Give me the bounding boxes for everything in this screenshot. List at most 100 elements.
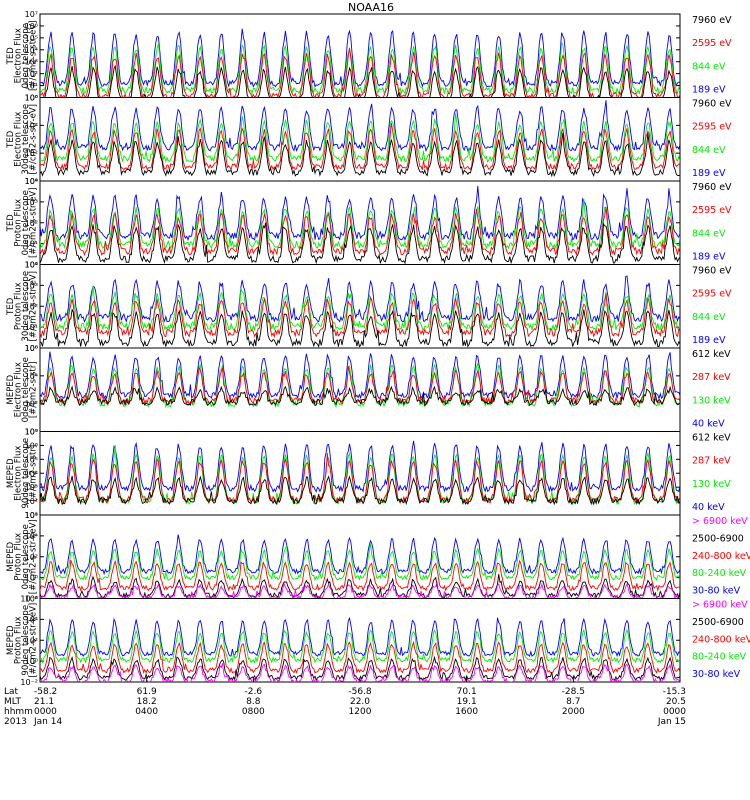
series-line [40, 628, 680, 664]
x-tick-label: 70.1 [457, 687, 477, 697]
series-line [40, 385, 680, 407]
panel-frame [39, 347, 681, 432]
y-tick-label: 10⁻² [20, 678, 38, 687]
x-tick-label: 8.8 [246, 697, 261, 707]
series-line [40, 640, 680, 675]
y-axis-label-line: [#/cm2-s-str-eV] [29, 104, 39, 174]
x-axis-row-label: hhmm [4, 707, 33, 717]
x-tick-label: 61.9 [137, 687, 157, 697]
series-line [40, 64, 680, 98]
x-tick-label: 18.2 [137, 697, 157, 707]
x-tick-label: 0400 [135, 707, 158, 717]
legend-entry: 7960 eV [692, 99, 732, 110]
series-line [40, 100, 680, 153]
y-axis-label-line: Electron Flux [14, 28, 24, 83]
x-tick-label: 19.1 [457, 697, 477, 707]
x-tick-label: 20.5 [666, 697, 686, 707]
x-tick-label: -28.5 [562, 687, 585, 697]
series-line [40, 40, 680, 96]
x-tick-label: -15.3 [663, 687, 686, 697]
y-axis-label-line: Electron Flux [14, 362, 24, 417]
series-line [40, 206, 680, 257]
chart-title: NOAA16 [348, 1, 394, 14]
legend-entry: 287 keV [692, 372, 731, 383]
legend-entry: 844 eV [692, 145, 726, 156]
series-line [40, 366, 680, 406]
legend-entry: 844 eV [692, 61, 726, 72]
x-tick-label: 0000 [34, 707, 57, 717]
x-tick-label: 1200 [349, 707, 372, 717]
y-tick-label: 10⁷ [25, 10, 38, 19]
y-axis-label-line: [#/cm2-s-str-keV] [29, 603, 39, 678]
series-line [40, 351, 680, 400]
y-tick-label: 10² [25, 553, 38, 562]
series-line [40, 363, 680, 409]
legend-entry: 30-80 keV [692, 669, 741, 680]
series-line [40, 28, 680, 88]
series-line [40, 285, 680, 332]
y-tick-label: 10⁵ [25, 455, 38, 464]
y-tick-label: 10⁰ [25, 657, 38, 666]
y-axis-label-line: TED [6, 214, 16, 233]
y-tick-label: 10² [25, 636, 38, 645]
y-tick-label: 10³ [25, 281, 38, 290]
series-line [40, 581, 680, 599]
y-axis-label-line: 90deg telescope [21, 438, 31, 509]
y-tick-label: 10⁶ [25, 344, 38, 353]
legend-entry: 7960 eV [692, 266, 732, 277]
y-tick-label: 10³ [25, 198, 38, 207]
y-axis-label-line: 30deg telescope [21, 271, 31, 342]
y-axis-label-line: TED [6, 297, 16, 316]
y-tick-label: 10² [25, 219, 38, 228]
x-tick-label: 22.0 [350, 697, 370, 707]
series-line [40, 113, 680, 164]
series-line [40, 616, 680, 658]
y-tick-label: 10¹ [25, 240, 38, 249]
y-tick-label: 10¹ [25, 511, 38, 520]
series-group [40, 275, 680, 348]
x-tick-label: 0800 [242, 707, 265, 717]
y-axis-label-line: [#/cm2-s-str-eV] [29, 21, 39, 91]
series-line [40, 534, 680, 576]
series-line [40, 222, 680, 265]
series-line [40, 309, 680, 348]
series-line [40, 444, 680, 506]
y-tick-label: 10⁵ [25, 34, 38, 43]
legend-entry: 2500-6900 [692, 617, 744, 628]
y-tick-label: 10² [25, 302, 38, 311]
y-axis-label-line: [#/cm2-s-str-keV] [29, 519, 39, 594]
y-axis-label-line: [#/cm2-s-str-eV] [29, 188, 39, 258]
series-line [40, 132, 680, 178]
y-tick-label: 10⁴ [25, 615, 38, 624]
legend-entry: 130 keV [692, 395, 731, 406]
panel-frame [39, 264, 681, 349]
y-tick-label: 10⁰ [25, 177, 38, 186]
y-axis-label-line: TED [6, 130, 16, 149]
y-tick-label: 10⁶ [25, 441, 38, 450]
y-tick-label: 10⁴ [25, 46, 38, 55]
series-group [40, 616, 680, 682]
legend-entry: 2595 eV [692, 205, 732, 216]
y-tick-label: 10¹ [25, 82, 38, 91]
y-tick-label: 10⁴ [25, 469, 38, 478]
y-axis-label-line: [#/cm2-s-str] [29, 361, 39, 418]
legend-entry: 287 keV [692, 456, 731, 467]
y-axis-label-line: Proton Flux [14, 616, 24, 664]
series-line [40, 559, 680, 592]
y-tick-label: 10¹ [25, 323, 38, 332]
legend-entry: 80-240 keV [692, 568, 747, 579]
legend-entry: 7960 eV [692, 182, 732, 193]
y-axis-label-line: Electron Flux [14, 112, 24, 167]
y-tick-label: 10⁰ [25, 344, 38, 353]
series-line [40, 293, 680, 339]
legend-entry: 844 eV [692, 228, 726, 239]
y-axis-label-line: 0deg telescope [21, 357, 31, 422]
y-axis-label-line: MEPED [6, 625, 16, 655]
y-tick-label: 10³ [25, 483, 38, 492]
x-tick-label: 2000 [562, 707, 585, 717]
legend-entry: 40 keV [692, 419, 725, 430]
